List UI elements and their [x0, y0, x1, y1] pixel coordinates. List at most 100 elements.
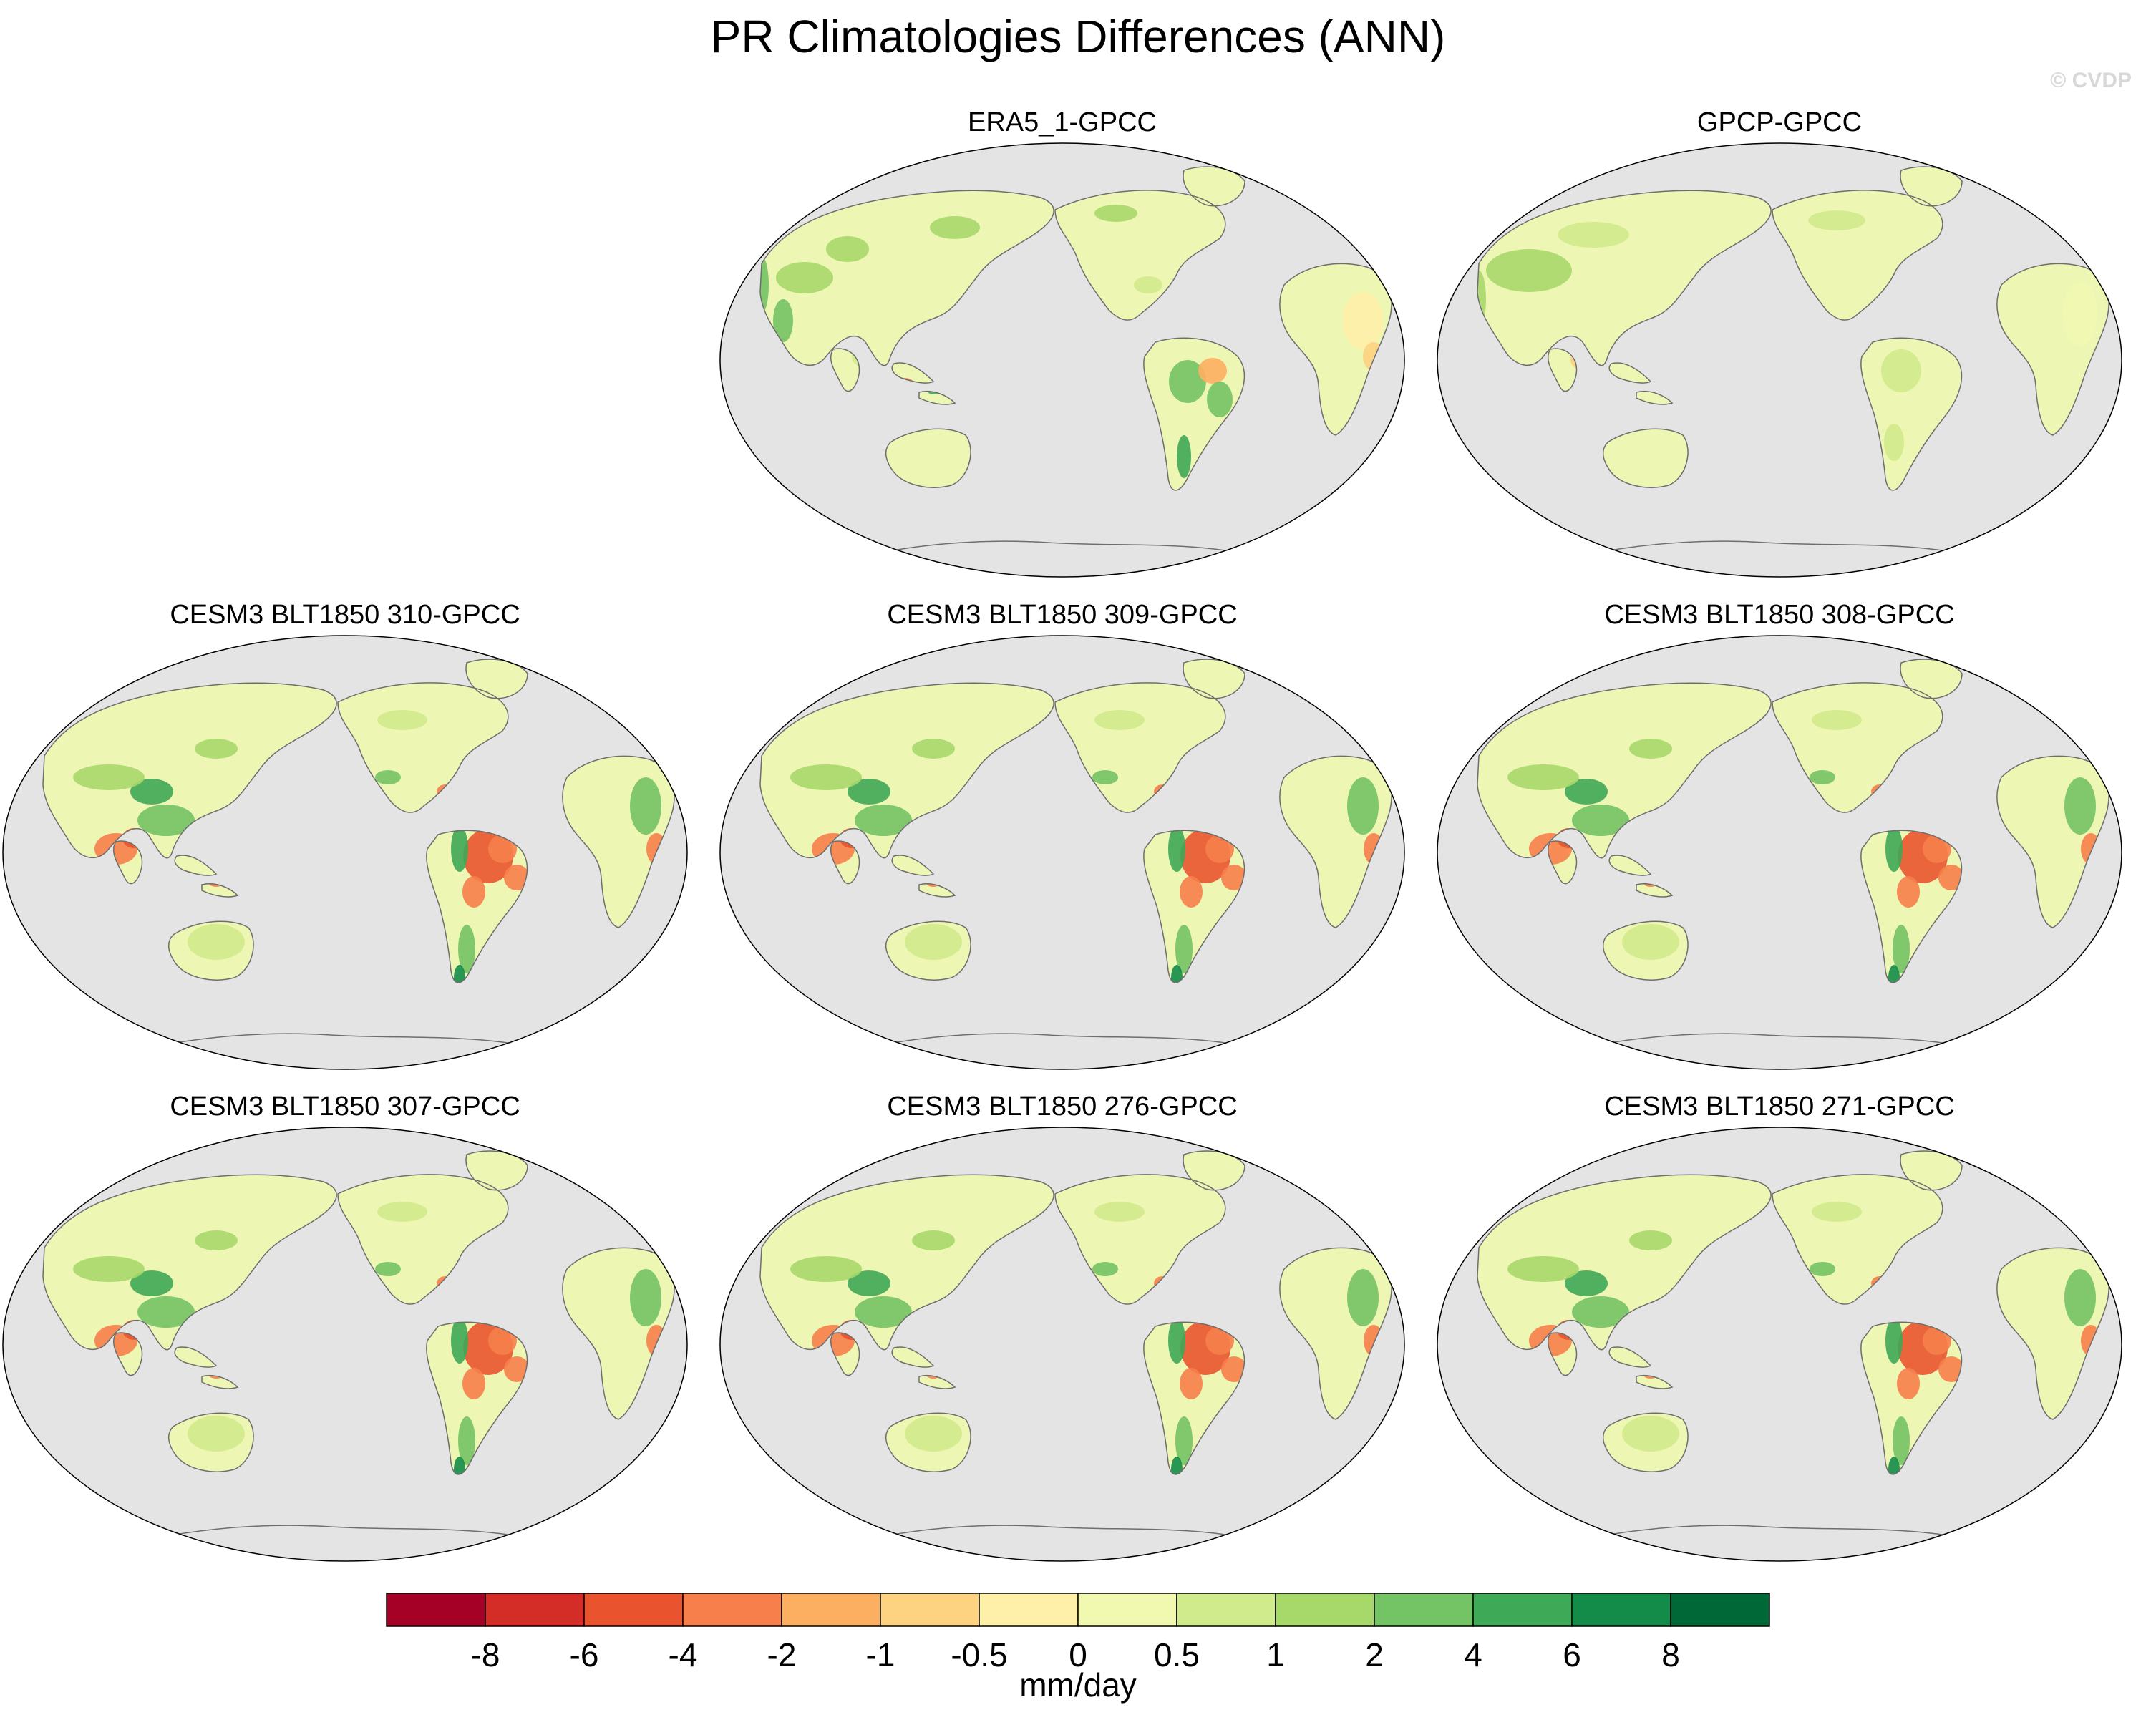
land-australia [1603, 429, 1689, 488]
map-m309 [719, 635, 1405, 1070]
coastline-seasia [891, 362, 956, 405]
anomaly-region [1092, 770, 1118, 784]
colorbar-box [1571, 1593, 1671, 1627]
anomaly-region [1507, 1256, 1579, 1282]
coastline-eurasia [759, 682, 1054, 859]
cvdp-watermark: © CVDP [2050, 69, 2132, 92]
figure-title: PR Climatologies Differences (ANN) [710, 11, 1446, 62]
coastline-india [830, 840, 860, 885]
land-eurasia [1477, 683, 1772, 858]
coastline-greenland [1183, 659, 1245, 699]
coastline-namerica [1772, 190, 1943, 321]
land-greenland [1900, 167, 1962, 206]
coastline-africa [1279, 263, 1392, 436]
colorbar [386, 1593, 1770, 1627]
colorbar-tick-label: -6 [569, 1636, 599, 1673]
anomaly-region [188, 1416, 245, 1452]
land-eurasia [760, 683, 1054, 858]
land-eurasia [1477, 190, 1772, 366]
coastline-africa [1996, 755, 2109, 928]
colorbar-tick-label: 6 [1563, 1636, 1581, 1673]
colorbar-box [1077, 1593, 1177, 1627]
panel-title: CESM3 BLT1850 310-GPCC [170, 600, 520, 630]
anomaly-region [1094, 205, 1137, 222]
colorbar-tick-labels: -8 -6 -4 -2 -1 -0.5 0 0.5 1 2 4 6 8 [386, 1636, 1772, 1678]
map-m310 [2, 635, 688, 1070]
coastline-namerica [1054, 190, 1226, 321]
anomaly-region [1888, 965, 1900, 983]
panel-title: CESM3 BLT1850 307-GPCC [170, 1092, 520, 1122]
anomaly-region [504, 1356, 530, 1382]
map-panel-gpcp: GPCP-GPCC [1436, 107, 2123, 580]
anomaly-region [1888, 1457, 1900, 1474]
colorbar-tick-label: 8 [1661, 1636, 1680, 1673]
anomaly-region [1885, 826, 1903, 872]
colorbar-box [1275, 1593, 1375, 1627]
coastline-greenland [1900, 1150, 1963, 1191]
colorbar-box [979, 1593, 1079, 1627]
land-greenland [1900, 659, 1962, 699]
coastline-africa [1996, 263, 2109, 436]
anomaly-region [905, 1416, 962, 1452]
anomaly-region [1347, 1269, 1379, 1326]
anomaly-region [1810, 770, 1835, 784]
map-gpcp [1437, 142, 2122, 578]
anomaly-region [1881, 349, 1921, 392]
coastline-eurasia [1477, 190, 1772, 366]
anomaly-region [462, 876, 485, 908]
anomaly-region [130, 779, 173, 805]
anomaly-region [1205, 835, 1234, 863]
anomaly-region [905, 924, 962, 960]
land-greenland [1900, 1151, 1962, 1190]
anomaly-region [462, 1368, 485, 1399]
land-eurasia [760, 190, 1054, 366]
land-eurasia [760, 1175, 1054, 1350]
colorbar-box [682, 1593, 782, 1627]
land-seasia [892, 1347, 955, 1389]
coastline-india [112, 1332, 143, 1376]
anomaly-region [848, 1270, 890, 1296]
anomaly-region [1207, 382, 1233, 417]
coastline-samerica [1143, 337, 1245, 491]
colorbar-box [1176, 1593, 1276, 1627]
anomaly-region [1221, 865, 1247, 890]
panel-title: CESM3 BLT1850 308-GPCC [1604, 600, 1955, 630]
map-border [719, 635, 1405, 1070]
coastline-australia [885, 1412, 971, 1472]
coastline-australia [1603, 1412, 1689, 1472]
anomaly-region [1812, 710, 1862, 730]
anomaly-region [504, 865, 530, 890]
land-greenland [466, 1151, 528, 1190]
anomaly-region [1177, 435, 1191, 478]
anomaly-region [454, 965, 465, 983]
anomaly-region [1923, 1326, 1951, 1355]
coastline-africa [562, 1247, 675, 1420]
map-border [1437, 635, 2122, 1070]
coastline-eurasia [759, 190, 1054, 366]
anomaly-region [1175, 925, 1193, 973]
land-india [830, 349, 860, 392]
anomaly-region [1884, 424, 1904, 461]
anomaly-region [848, 779, 890, 805]
anomaly-region [375, 1262, 401, 1276]
anomaly-region [773, 299, 793, 342]
panel-title: ERA5_1-GPCC [968, 107, 1157, 137]
anomaly-region [137, 805, 195, 836]
map-border [1437, 1127, 2122, 1562]
colorbar-box [386, 1593, 486, 1627]
coastline-india [1547, 840, 1578, 885]
anomaly-region [1168, 826, 1185, 872]
coastline-samerica [1860, 337, 1963, 491]
anomaly-region [2064, 777, 2096, 835]
land-eurasia [43, 1175, 337, 1350]
coastline-australia [1603, 920, 1689, 981]
colorbar-tick-label: 2 [1365, 1636, 1384, 1673]
coastline-namerica [337, 1174, 509, 1305]
map-m308 [1437, 635, 2122, 1070]
anomaly-region [488, 1326, 517, 1355]
coastline-india [830, 348, 860, 392]
map-panel-m276: CESM3 BLT1850 276-GPCC [719, 1092, 1406, 1564]
anomaly-region [458, 925, 475, 973]
anomaly-region [1629, 739, 1672, 759]
anomaly-region [1180, 1368, 1203, 1399]
